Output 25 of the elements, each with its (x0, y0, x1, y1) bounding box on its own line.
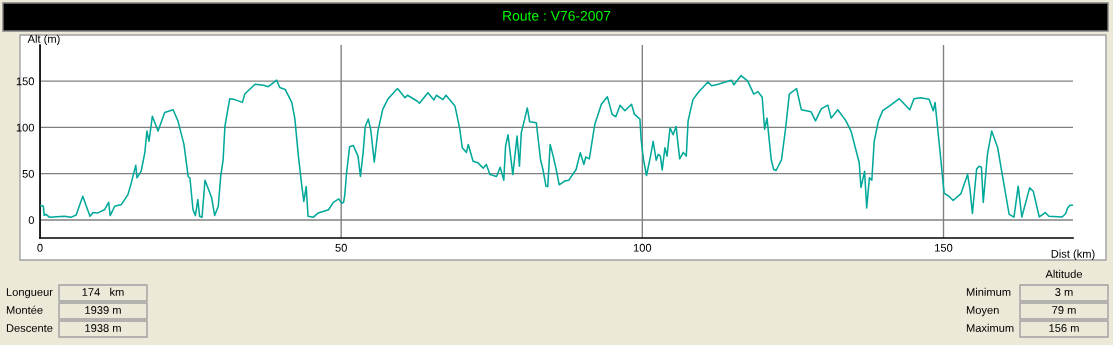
text: 79 m (1052, 306, 1076, 314)
text: 1938 m (85, 324, 121, 332)
text: 156 m (1049, 324, 1079, 332)
y-axis-title: Alt (m) (27, 34, 60, 45)
text: Descente (6, 324, 53, 332)
text: Altitude (1045, 269, 1083, 278)
chart-title: Route : V76-2007 (503, 10, 611, 21)
text: 174 km (82, 287, 124, 296)
x-tick-label: 0 (37, 243, 43, 252)
x-tick-label: 100 (633, 243, 652, 252)
x-axis-title: Dist (km) (1051, 249, 1095, 260)
text: Longueur (6, 288, 53, 299)
text: Montée (6, 305, 43, 314)
text: Maximum (966, 323, 1014, 332)
y-tick-label: 100 (16, 123, 35, 132)
y-tick-label: 150 (16, 77, 35, 86)
x-tick-label: 150 (935, 243, 953, 252)
y-tick-label: 50 (22, 169, 35, 178)
text: Moyen (966, 306, 999, 317)
text: 1939 m (85, 306, 121, 314)
x-tick-label: 50 (335, 243, 347, 252)
line-series (40, 74, 1073, 218)
text: 3 m (1055, 288, 1073, 296)
y-tick-label: 0 (28, 216, 35, 225)
text: Minimum (966, 287, 1011, 296)
